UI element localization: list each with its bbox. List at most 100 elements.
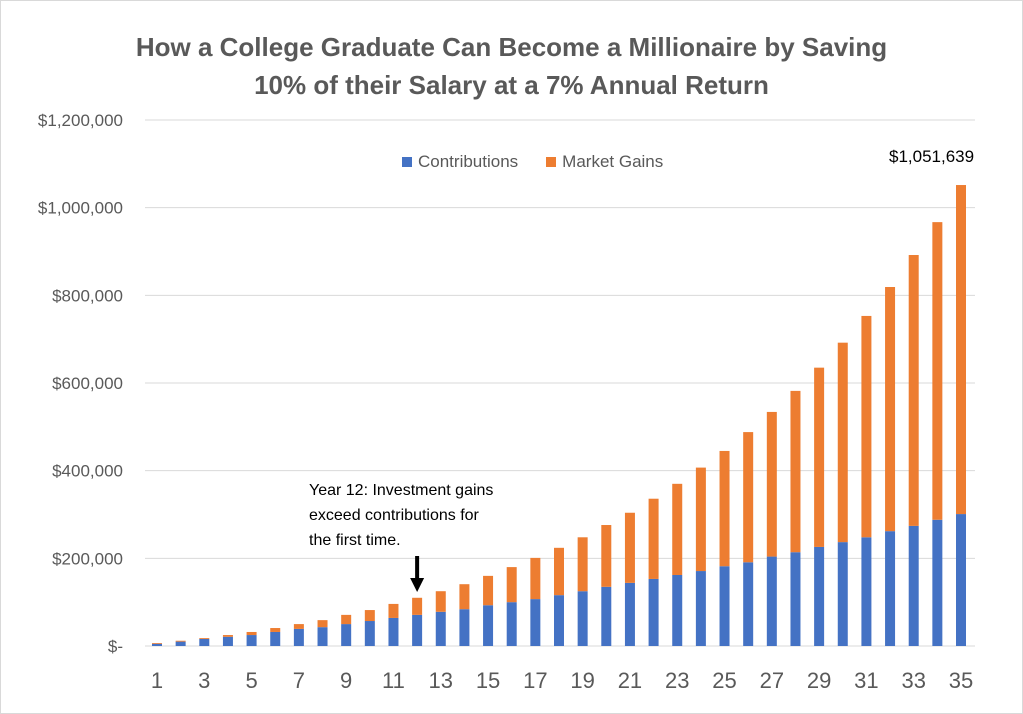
bar-market-gains-year-25	[719, 450, 730, 567]
x-tick-label: 25	[712, 668, 736, 693]
bar-market-gains-year-8	[317, 620, 328, 628]
bar-contributions-year-21	[624, 582, 635, 646]
bar-market-gains-year-14	[459, 584, 470, 610]
bar-market-gains-year-17	[530, 557, 541, 600]
bar-market-gains-year-10	[364, 610, 375, 622]
bar-contributions-year-31	[861, 537, 872, 646]
bar-market-gains-year-20	[601, 525, 612, 587]
bar-contributions-year-12	[412, 614, 423, 646]
bar-market-gains-year-16	[506, 567, 517, 603]
bar-contributions-year-26	[743, 562, 754, 646]
y-tick-label: $600,000	[52, 374, 123, 393]
bar-contributions-year-35	[956, 514, 966, 646]
bar-contributions-year-16	[506, 602, 517, 646]
bar-contributions-year-14	[459, 609, 470, 646]
bar-contributions-year-10	[364, 621, 375, 646]
title-line-1: How a College Graduate Can Become a Mill…	[135, 32, 888, 62]
bar-contributions-year-23	[672, 574, 683, 646]
bar-contributions-year-34	[932, 519, 943, 646]
y-tick-label: $200,000	[52, 549, 123, 568]
x-tick-label: 33	[901, 668, 925, 693]
bar-market-gains-year-24	[695, 467, 706, 572]
bar-market-gains-year-6	[270, 628, 281, 632]
x-tick-label: 11	[382, 668, 405, 693]
bar-contributions-year-15	[483, 605, 494, 646]
bar-market-gains-year-12	[412, 597, 423, 615]
x-tick-label: 23	[665, 668, 689, 693]
bar-market-gains-year-23	[672, 483, 683, 575]
x-tick-label: 5	[245, 668, 257, 693]
annotation-arrow-head	[410, 578, 425, 592]
bar-contributions-year-3	[199, 638, 210, 646]
x-tick-label: 13	[429, 668, 453, 693]
bar-contributions-year-32	[885, 531, 896, 646]
x-tick-label: 1	[151, 668, 163, 693]
x-tick-label: 3	[198, 668, 210, 693]
title-line-2: 10% of their Salary at a 7% Annual Retur…	[254, 70, 769, 100]
bar-contributions-year-9	[341, 624, 352, 646]
x-tick-label: 27	[760, 668, 784, 693]
bar-market-gains-year-35	[956, 185, 966, 515]
chart-title: How a College Graduate Can Become a Mill…	[0, 28, 1023, 104]
bar-market-gains-year-3	[199, 638, 210, 639]
bar-market-gains-year-19	[577, 537, 588, 592]
bar-market-gains-year-29	[814, 367, 825, 547]
x-tick-label: 17	[523, 668, 547, 693]
bar-market-gains-year-34	[932, 222, 943, 520]
bar-contributions-year-33	[908, 525, 919, 646]
bar-contributions-year-17	[530, 599, 541, 646]
bar-contributions-year-2	[175, 641, 186, 646]
bar-market-gains-year-21	[624, 512, 635, 583]
y-tick-label: $1,200,000	[38, 111, 123, 130]
y-tick-label: $-	[108, 637, 123, 656]
y-tick-label: $400,000	[52, 462, 123, 481]
x-tick-label: 21	[618, 668, 642, 693]
bar-contributions-year-27	[766, 556, 777, 646]
bar-contributions-year-20	[601, 586, 612, 646]
bar-market-gains-year-18	[554, 547, 564, 596]
bar-market-gains-year-13	[435, 591, 446, 612]
bar-market-gains-year-2	[175, 640, 186, 642]
bar-contributions-year-24	[695, 571, 706, 646]
legend-swatch-market-gains	[546, 157, 557, 167]
legend-swatch-contributions	[402, 157, 412, 167]
x-tick-label: 9	[340, 668, 352, 693]
bar-market-gains-year-9	[341, 614, 352, 625]
bar-contributions-year-6	[270, 631, 281, 646]
bar-market-gains-year-11	[388, 603, 399, 618]
bar-market-gains-year-22	[648, 498, 659, 579]
bar-contributions-year-18	[554, 595, 564, 646]
bar-contributions-year-19	[577, 591, 588, 646]
bar-contributions-year-25	[719, 566, 730, 646]
bar-contributions-year-1	[152, 643, 162, 646]
x-tick-label: 15	[476, 668, 500, 693]
y-tick-label: $1,000,000	[38, 199, 123, 218]
annotation-line: exceed contributions for	[309, 507, 479, 524]
bar-market-gains-year-5	[246, 631, 257, 636]
bar-contributions-year-22	[648, 578, 659, 646]
x-tick-label: 19	[570, 668, 594, 693]
x-tick-label: 35	[949, 668, 973, 693]
legend-label-contributions: Contributions	[418, 152, 519, 171]
y-tick-label: $800,000	[52, 286, 123, 305]
bar-market-gains-year-33	[908, 255, 919, 526]
bar-market-gains-year-7	[293, 624, 304, 629]
bar-contributions-year-4	[222, 636, 233, 646]
bar-market-gains-year-28	[790, 390, 801, 553]
bar-market-gains-year-27	[766, 411, 777, 557]
annotation-line: Year 12: Investment gains	[309, 482, 494, 499]
bar-market-gains-year-4	[222, 635, 233, 637]
annotation-year-12: Year 12: Investment gains exceed contrib…	[309, 478, 549, 553]
bar-contributions-year-28	[790, 552, 801, 646]
x-tick-label: 29	[807, 668, 831, 693]
bar-market-gains-year-30	[837, 342, 848, 543]
x-tick-label: 7	[293, 668, 305, 693]
bar-contributions-year-30	[837, 542, 848, 646]
bar-contributions-year-8	[317, 627, 328, 646]
bar-contributions-year-7	[293, 628, 304, 646]
bar-contributions-year-13	[435, 611, 446, 646]
bar-market-gains-year-31	[861, 315, 872, 538]
bar-contributions-year-5	[246, 635, 257, 646]
legend: Contributions Market Gains	[402, 152, 663, 172]
